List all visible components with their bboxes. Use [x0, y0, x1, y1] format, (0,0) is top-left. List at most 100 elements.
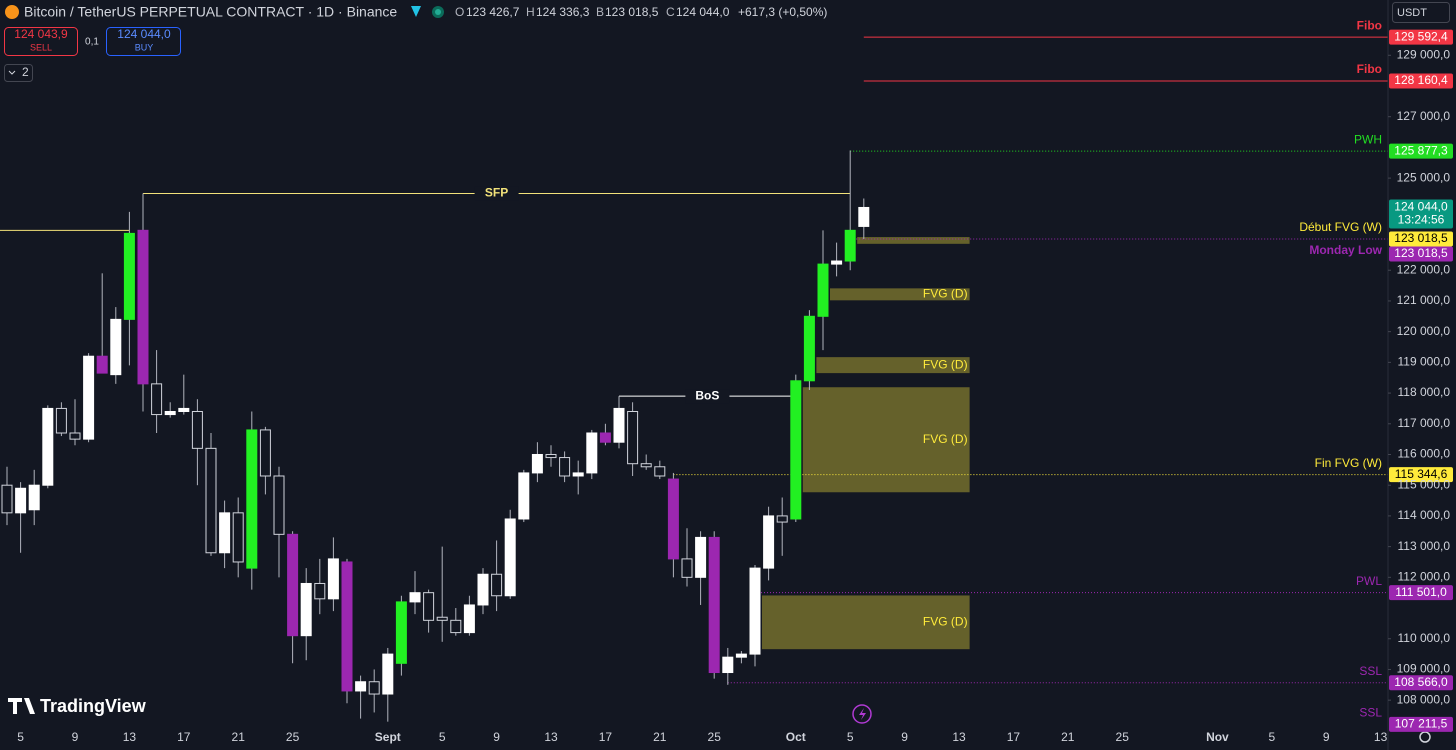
price-tag-text: 125 877,3: [1394, 143, 1448, 157]
x-tick-label: 5: [1268, 730, 1275, 744]
y-tick-label: 113 000,0: [1398, 539, 1451, 553]
y-tick-label: 108 000,0: [1397, 692, 1451, 706]
candle-body: [300, 582, 312, 637]
level-label: Début FVG (W): [1299, 220, 1382, 234]
y-tick-label: 119 000,0: [1398, 355, 1451, 369]
buy-price: 124 044,0: [117, 27, 171, 41]
brand: TradingView: [40, 696, 147, 716]
price-tag: [1389, 143, 1453, 159]
level-label: Fin FVG (W): [1315, 456, 1382, 470]
x-tick-label: 17: [599, 730, 613, 744]
candle-body: [572, 472, 584, 477]
btc-icon: [5, 5, 19, 19]
ohlc-key: C: [666, 5, 675, 19]
last-price: 124 044,0: [1394, 200, 1448, 214]
bolt: [859, 708, 866, 720]
settings-icon[interactable]: [1419, 731, 1431, 743]
level-label: SSL: [1359, 664, 1382, 678]
buy-label: BUY: [135, 42, 154, 52]
candle-body: [137, 229, 149, 385]
buy-button[interactable]: [106, 27, 181, 56]
price-tag-text: 111 501,0: [1395, 585, 1447, 599]
price-tag-text: 123 018,5: [1394, 246, 1448, 260]
spread: 0,1: [85, 37, 99, 48]
price-tag-text: 108 566,0: [1394, 675, 1448, 689]
candle-body: [790, 380, 802, 520]
layers-toggle[interactable]: [4, 64, 33, 82]
fvg-zone: [762, 595, 970, 650]
ohlc-key: H: [526, 5, 535, 19]
candle-body: [463, 604, 475, 634]
x-tick-label: 21: [1061, 730, 1075, 744]
x-tick-label: Nov: [1206, 730, 1229, 744]
candle-body: [763, 515, 775, 569]
alert-icon[interactable]: [852, 704, 872, 724]
y-tick-label: 120 000,0: [1397, 324, 1451, 338]
candle-body: [395, 601, 407, 664]
price-tag: [1389, 467, 1453, 483]
candle-body: [613, 407, 625, 443]
currency-button[interactable]: [1392, 2, 1450, 23]
x-tick-label: 5: [17, 730, 24, 744]
chevron: [8, 70, 16, 75]
candle-body: [164, 410, 176, 416]
x-tick-label: 17: [1007, 730, 1021, 744]
candle-body: [191, 410, 203, 449]
price-tag-text: 123 018,5: [1394, 231, 1448, 245]
candle-body: [436, 616, 448, 621]
candle-body: [749, 567, 761, 655]
candle-body: [314, 582, 326, 600]
y-tick-label: 110 000,0: [1398, 631, 1451, 645]
x-tick-label: Oct: [786, 730, 806, 744]
candle-body: [273, 475, 285, 535]
candle-body: [450, 619, 462, 634]
candle-body: [831, 260, 843, 265]
x-tick-label: 5: [847, 730, 854, 744]
candle-body: [627, 410, 639, 465]
fvg-zone: [802, 387, 970, 493]
ohlc-value: 123 426,7: [466, 5, 520, 19]
x-tick-label: 25: [286, 730, 300, 744]
y-tick-label: 112 000,0: [1398, 569, 1451, 583]
candle-body: [355, 681, 367, 692]
candle-body: [382, 653, 394, 695]
x-tick-label: 17: [177, 730, 191, 744]
x-tick-label: 21: [653, 730, 667, 744]
candle-body: [817, 263, 829, 317]
y-tick-label: 116 000,0: [1398, 447, 1451, 461]
candle-body: [409, 592, 421, 603]
candle-body: [681, 558, 693, 578]
x-tick-label: Sept: [375, 730, 401, 744]
candle-body: [586, 432, 598, 474]
candle-body: [695, 536, 707, 578]
last-price-tag: [1389, 199, 1453, 229]
sell-button[interactable]: [4, 27, 78, 56]
candle-body: [545, 453, 557, 459]
price-tag: [1389, 675, 1453, 691]
label-bg: [474, 186, 519, 201]
candle-body: [708, 536, 720, 674]
candle-body: [477, 573, 489, 606]
candle-body: [504, 518, 516, 597]
y-tick-label: 125 000,0: [1397, 170, 1451, 184]
x-tick-label: 13: [123, 730, 137, 744]
ohlc-value: 124 044,0: [676, 5, 730, 19]
level-label: PWH: [1354, 132, 1382, 146]
countdown: 13:24:56: [1398, 213, 1445, 227]
exchange-icon: [411, 6, 421, 17]
sell-price: 124 043,9: [14, 27, 68, 41]
price-tag-text: 107 211,5: [1395, 717, 1448, 731]
fvg-zone: [816, 357, 970, 374]
fvg-zone: [857, 237, 970, 244]
candle-body: [219, 512, 231, 554]
y-tick-label: 122 000,0: [1397, 262, 1451, 276]
price-tag: [1389, 246, 1453, 262]
candle-body: [110, 318, 122, 376]
plot-area: FVG (D) FVG (D) FVG (D) FVG (D) SFP BoS: [0, 36, 1388, 722]
price-tag-text: 129 592,4: [1394, 29, 1448, 43]
candle-body: [776, 515, 788, 523]
level-label: Fibo: [1357, 18, 1382, 32]
candle-body: [287, 533, 299, 637]
sell-label: SELL: [30, 42, 52, 52]
